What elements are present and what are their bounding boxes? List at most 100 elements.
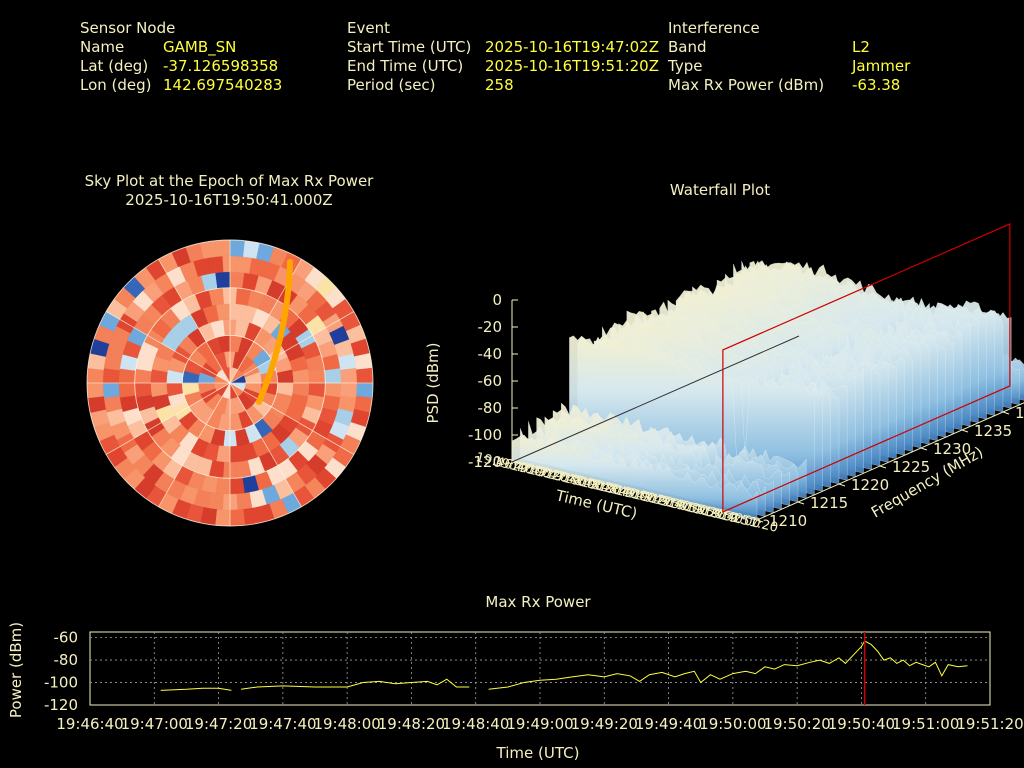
sensor-lon-value: 142.697540283 [163, 76, 283, 94]
line-chart-series [488, 640, 968, 690]
waterfall-freq-axis [756, 402, 1024, 521]
sky-cell [102, 368, 120, 384]
sky-azimuth-spoke [229, 382, 302, 508]
sky-cell [324, 382, 342, 398]
waterfall-time-tick [683, 503, 688, 509]
line-chart-xtick-label: 19:47:40 [249, 715, 316, 733]
waterfall-freq-tick [879, 465, 887, 469]
line-chart-ylabel: Power (dBm) [7, 622, 25, 718]
sky-cell [340, 368, 358, 384]
waterfall-time-tick [701, 507, 705, 513]
line-chart-xtick-label: 19:46:40 [56, 715, 123, 733]
sky-cell [229, 240, 246, 257]
sky-azimuth-spoke [229, 311, 355, 384]
waterfall-z-tick-label: -100 [468, 426, 502, 444]
waterfall-time-tick [718, 511, 723, 517]
waterfall-z-tick-label: -20 [478, 318, 503, 336]
line-chart-xtick-label: 19:48:20 [378, 715, 445, 733]
event-end-label: End Time (UTC) [347, 57, 464, 75]
sky-azimuth-spoke [105, 382, 231, 455]
waterfall-freq-tick-label: 1210 [769, 512, 807, 530]
sky-cell [340, 382, 358, 398]
sky-cell [229, 509, 246, 526]
waterfall-freq-tick [920, 447, 928, 451]
waterfall-time-tick [561, 474, 565, 480]
waterfall-time-tick [526, 465, 530, 472]
sky-azimuth-spoke [158, 382, 231, 508]
sky-cell [207, 255, 224, 274]
sky-cell [87, 382, 104, 399]
waterfall-back-edge [511, 335, 800, 463]
sensor-lat-label: Lat (deg) [80, 57, 149, 75]
line-chart-series [160, 687, 232, 691]
interference-type-value: Jammer [852, 57, 911, 75]
line-chart-xtick-label: 19:51:00 [892, 715, 959, 733]
waterfall-freq-tick-label: 1235 [974, 422, 1012, 440]
sky-cell [102, 382, 120, 398]
waterfall-freq-tick-label: 1225 [892, 458, 930, 476]
waterfall-time-tick [666, 499, 670, 505]
waterfall-time-tick [543, 470, 548, 476]
waterfall-z-tick-label: -80 [478, 399, 503, 417]
line-chart-ytick-label: -100 [44, 674, 78, 692]
waterfall-freq-tick-label: 1240 [1015, 404, 1024, 422]
waterfall-time-tick [596, 482, 600, 488]
event-start-label: Start Time (UTC) [347, 38, 472, 56]
waterfall-epoch-plane [722, 223, 1011, 513]
sky-cell [118, 368, 136, 384]
line-chart-ytick-label: -60 [54, 629, 79, 647]
line-chart-series [241, 678, 470, 690]
waterfall-title: Waterfall Plot [670, 181, 770, 199]
line-chart-xtick-label: 19:50:20 [763, 715, 830, 733]
sky-cell [229, 271, 245, 289]
sky-satellite-track [256, 259, 293, 405]
line-chart-xtick-label: 19:47:20 [185, 715, 252, 733]
sky-cell [236, 492, 253, 511]
waterfall-z-label: PSD (dBm) [424, 342, 442, 423]
sky-cell [214, 509, 231, 526]
sky-plot-subtitle: 2025-10-16T19:50:41.000Z [125, 191, 332, 209]
interference-power-label: Max Rx Power (dBm) [668, 76, 825, 94]
line-chart-xtick-label: 19:48:40 [442, 715, 509, 733]
waterfall-freq-tick-label: 1215 [810, 494, 848, 512]
sky-cell [308, 368, 326, 384]
line-chart-ytick-label: -80 [54, 651, 79, 669]
interference-type-label: Type [668, 57, 703, 75]
sky-cell [215, 271, 231, 289]
sky-cell [118, 382, 136, 398]
interference-band-label: Band [668, 38, 707, 56]
waterfall-time-tick [578, 478, 583, 484]
interference-heading: Interference [668, 19, 760, 37]
waterfall-freq-tick-label: 1220 [851, 476, 889, 494]
sky-cell [214, 240, 231, 257]
line-chart-xlabel: Time (UTC) [496, 744, 580, 762]
line-chart-title: Max Rx Power [485, 593, 591, 611]
line-chart-ytick-label: -120 [44, 696, 78, 714]
waterfall-time-tick [613, 486, 618, 493]
line-chart-xtick-label: 19:50:40 [828, 715, 895, 733]
waterfall-z-tick-label: -60 [478, 372, 503, 390]
event-period-value: 258 [485, 76, 514, 94]
sky-cell [134, 382, 152, 398]
waterfall-freq-tick-label: 1230 [933, 440, 971, 458]
line-chart-xtick-label: 19:48:00 [313, 715, 380, 733]
waterfall-z-tick-label: 0 [492, 291, 502, 309]
event-start-value: 2025-10-16T19:47:02Z [485, 38, 659, 56]
event-end-value: 2025-10-16T19:51:20Z [485, 57, 659, 75]
event-heading: Event [347, 19, 390, 37]
waterfall-time-tick [648, 494, 653, 501]
waterfall-freq-tick [797, 501, 805, 505]
line-chart-xtick-label: 19:49:20 [571, 715, 638, 733]
line-chart-xtick-label: 19:49:00 [506, 715, 573, 733]
sky-cell [324, 368, 342, 384]
sky-azimuth-spoke [229, 382, 355, 455]
sensor-name-label: Name [80, 38, 125, 56]
sky-plot-title: Sky Plot at the Epoch of Max Rx Power [85, 172, 375, 190]
sky-plot-track [256, 259, 293, 405]
waterfall-freq-tick [756, 519, 764, 523]
sky-cell [215, 477, 231, 495]
event-period-label: Period (sec) [347, 76, 436, 94]
waterfall-freq-tick [961, 429, 969, 433]
waterfall-freq-tick [1002, 411, 1010, 415]
